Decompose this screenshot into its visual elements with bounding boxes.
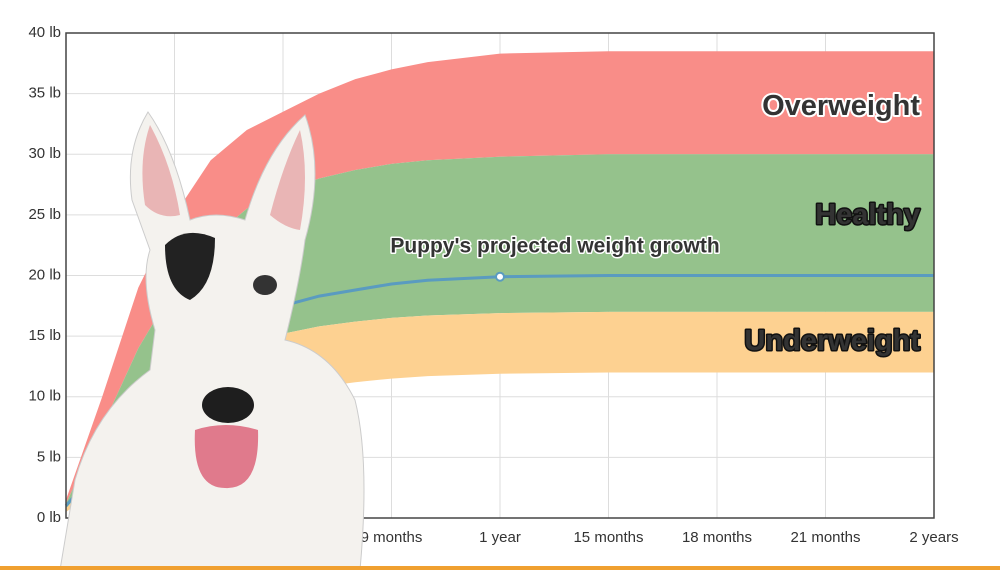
growth-label: Puppy's projected weight growth bbox=[390, 235, 719, 258]
y-tick-label: 40 lb bbox=[28, 24, 61, 41]
x-tick-label: 1 year bbox=[479, 529, 521, 546]
dog-eye bbox=[253, 275, 277, 295]
x-tick-label: 15 months bbox=[573, 529, 643, 546]
y-tick-label: 5 lb bbox=[37, 448, 61, 465]
dog-tongue bbox=[194, 425, 259, 489]
y-tick-label: 0 lb bbox=[37, 509, 61, 526]
dog-nose bbox=[202, 387, 254, 423]
y-tick-label: 25 lb bbox=[28, 206, 61, 223]
x-tick-label: 9 months bbox=[361, 529, 423, 546]
y-tick-label: 35 lb bbox=[28, 85, 61, 102]
dog-photo bbox=[59, 111, 365, 570]
y-tick-label: 15 lb bbox=[28, 327, 61, 344]
bottom-rule bbox=[0, 566, 1000, 570]
dog-patch bbox=[165, 232, 215, 300]
growth-marker bbox=[495, 271, 505, 282]
band-label: Healthy bbox=[815, 199, 920, 231]
y-tick-label: 30 lb bbox=[28, 145, 61, 162]
plot-border bbox=[65, 32, 935, 519]
dog-ear bbox=[142, 125, 180, 217]
band-label: Underweight bbox=[744, 325, 920, 357]
x-tick-label: 18 months bbox=[682, 529, 752, 546]
x-tick-label: 21 months bbox=[790, 529, 860, 546]
x-tick-label: 2 years bbox=[909, 529, 958, 546]
y-tick-label: 10 lb bbox=[28, 388, 61, 405]
dog-ear bbox=[270, 130, 305, 230]
band-label: Overweight bbox=[762, 90, 920, 122]
y-tick-label: 20 lb bbox=[28, 266, 61, 283]
